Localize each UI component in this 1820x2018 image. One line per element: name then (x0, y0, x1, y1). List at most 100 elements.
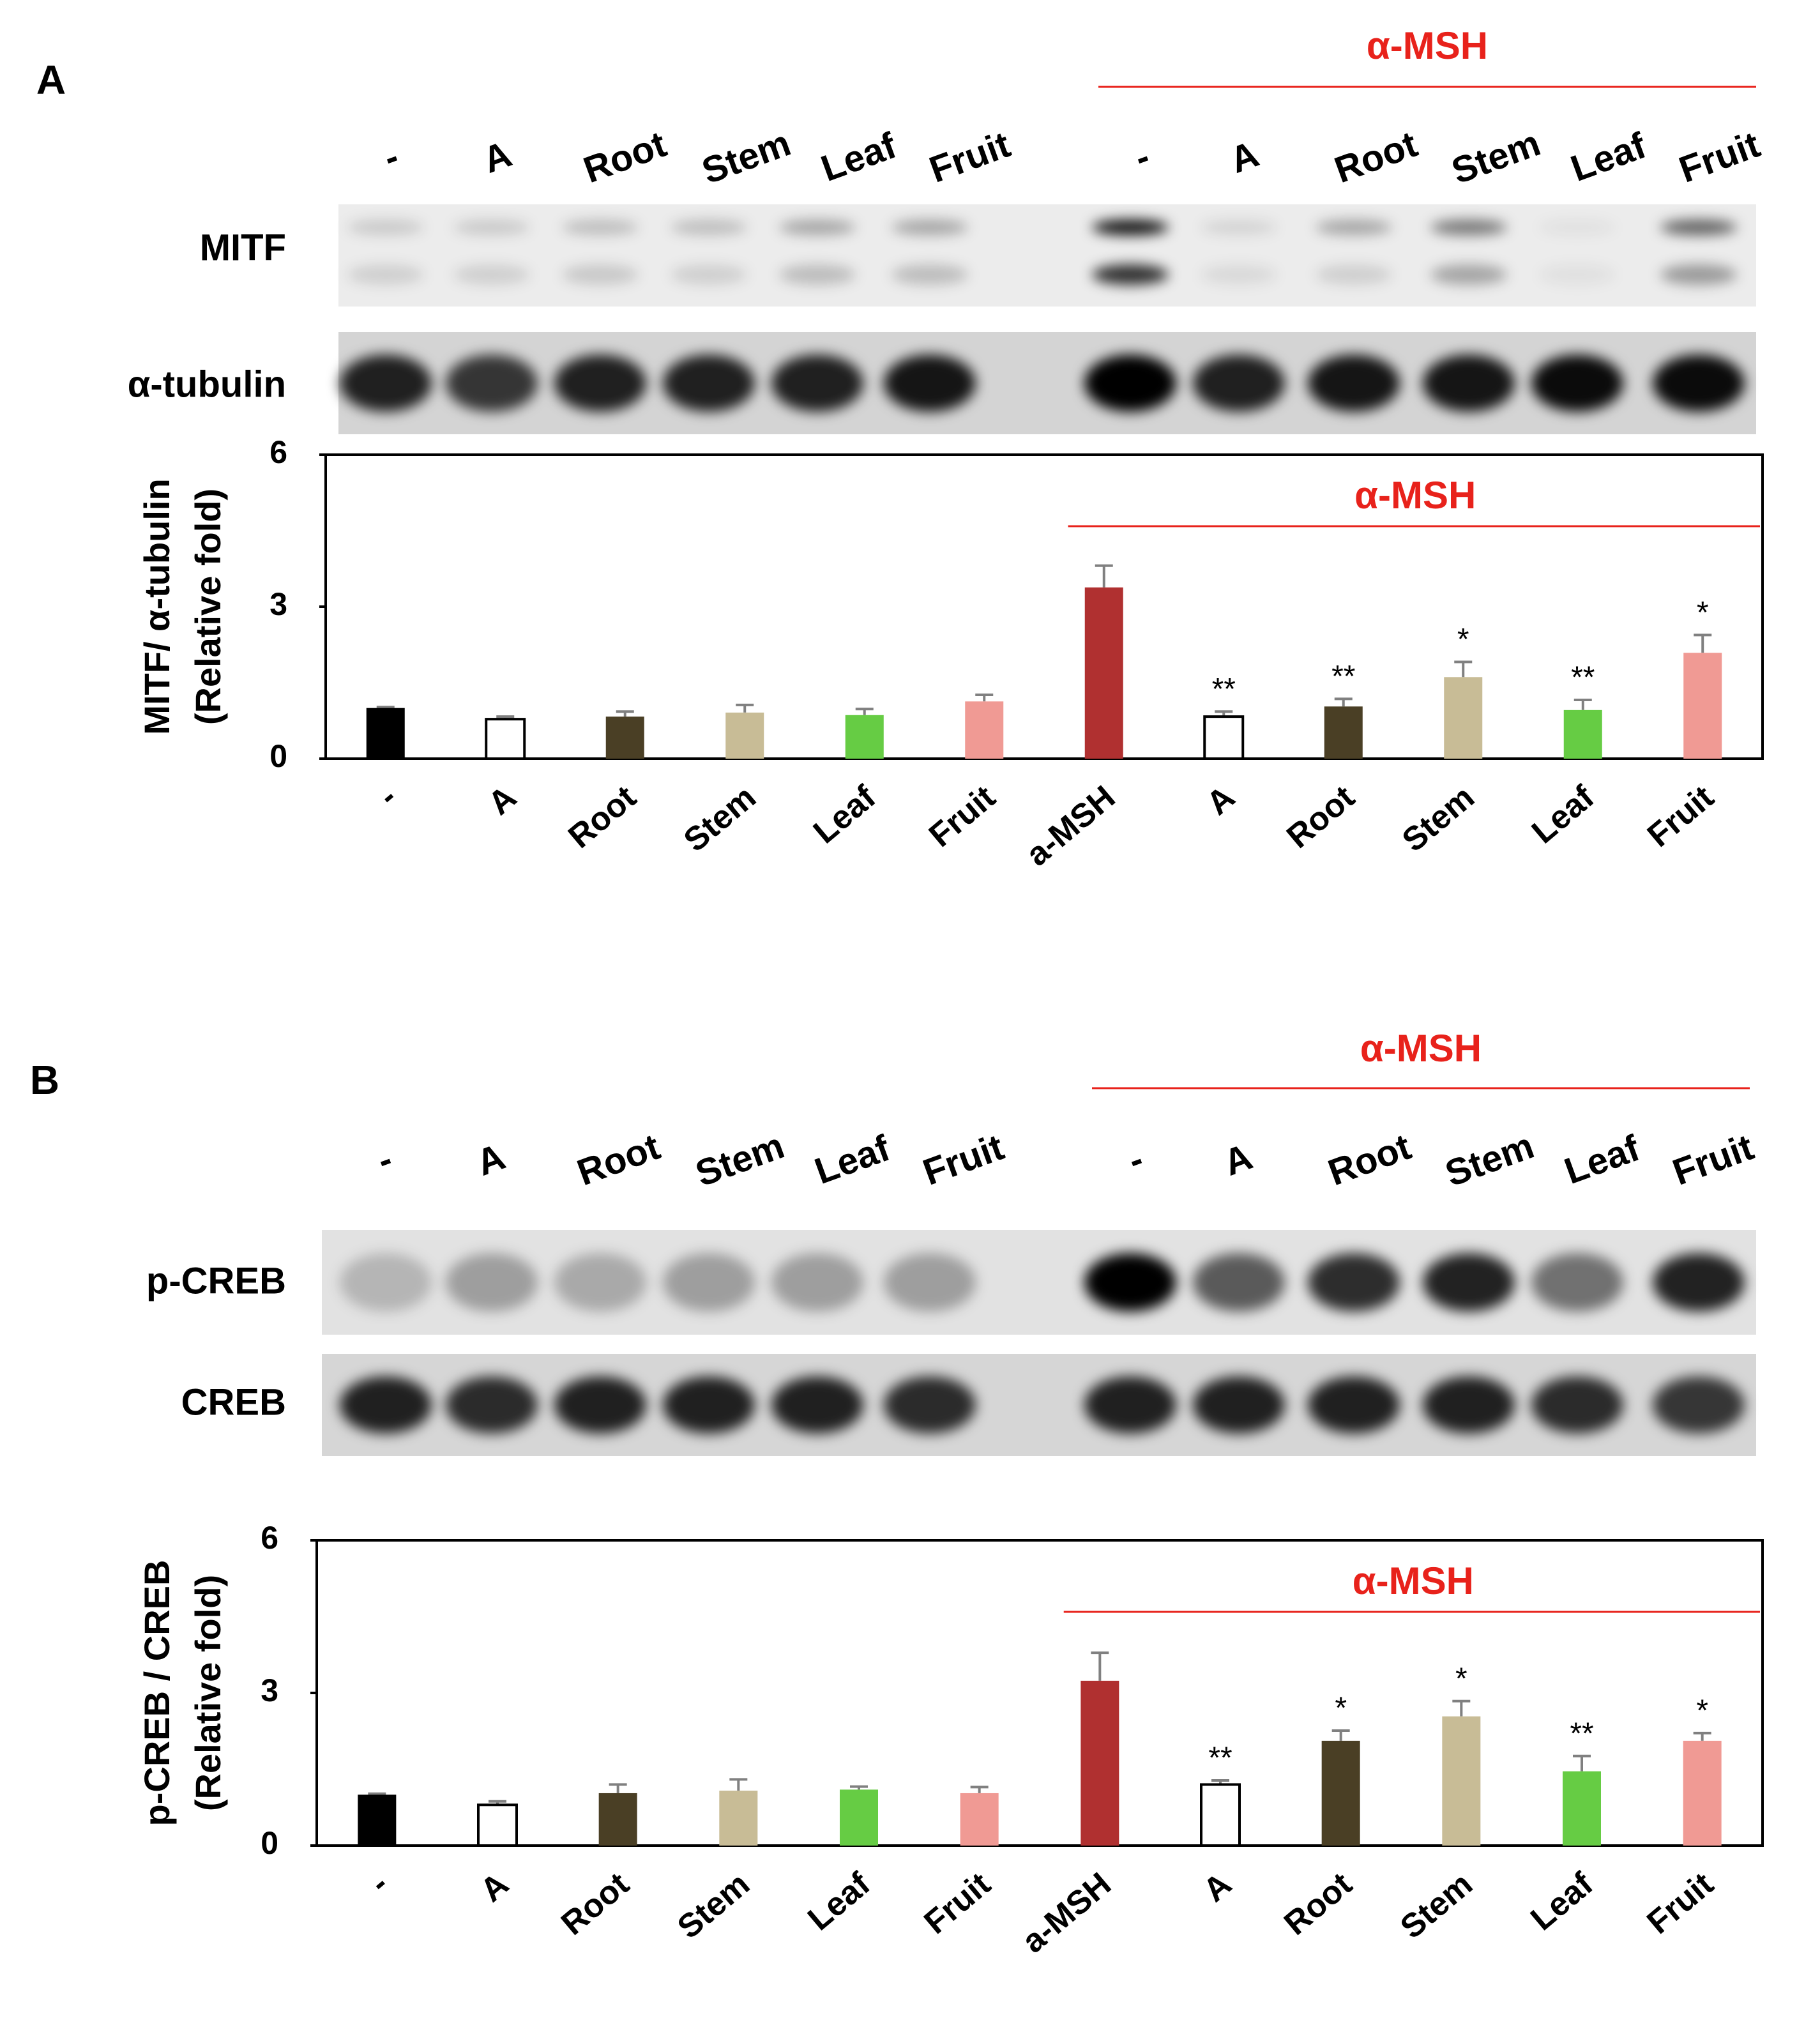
band (1084, 1253, 1176, 1312)
band (1653, 1253, 1745, 1312)
y-tick-label: 6 (269, 434, 287, 470)
band (1084, 354, 1176, 412)
band (671, 264, 747, 285)
band (1423, 1253, 1515, 1312)
y-tick-label: 3 (261, 1673, 278, 1708)
bar (960, 1793, 999, 1846)
bar (1683, 653, 1722, 759)
x-tick-label: a-MSH (1015, 1865, 1118, 1960)
blot-row-label: α-tubulin (128, 363, 286, 405)
bar (1442, 1716, 1481, 1846)
band (1316, 220, 1392, 235)
x-tick-label: Leaf (1524, 1865, 1600, 1938)
bar (845, 715, 884, 759)
band (1653, 1376, 1745, 1434)
bar (1683, 1740, 1722, 1846)
band (1531, 1376, 1623, 1434)
bar (1084, 587, 1123, 759)
significance: ** (1212, 672, 1236, 706)
group-label: α-MSH (1360, 1027, 1482, 1070)
blot-bands (340, 1376, 1745, 1434)
band (1531, 354, 1623, 412)
band (446, 1253, 538, 1312)
significance: * (1455, 1662, 1467, 1696)
y-tick-label: 6 (261, 1520, 278, 1556)
x-tick-label: Root (554, 1865, 636, 1943)
band (1539, 220, 1616, 235)
x-tick-label: Fruit (1641, 778, 1721, 854)
y-tick-label: 0 (261, 1825, 278, 1861)
x-tick-label: Stem (671, 1865, 757, 1946)
bar (719, 1790, 758, 1846)
bar (1203, 715, 1245, 760)
band (884, 1376, 976, 1434)
band (1084, 1376, 1176, 1434)
band (891, 220, 968, 235)
band (1092, 264, 1169, 285)
y-axis-label: (Relative fold) (188, 489, 228, 725)
x-tick-label: Leaf (807, 778, 883, 851)
significance: ** (1570, 1717, 1593, 1750)
lane-label: - (372, 1138, 397, 1181)
band (1660, 220, 1737, 235)
x-tick-label: Stem (677, 778, 763, 859)
bar (358, 1794, 397, 1846)
y-tick-label: 0 (269, 738, 287, 774)
blot-row-label: MITF (200, 227, 286, 268)
lane-label: Fruit (1674, 124, 1765, 191)
band (1308, 1253, 1400, 1312)
x-tick-label: - (372, 778, 404, 814)
band (891, 264, 968, 285)
lane-label: Leaf (809, 1127, 895, 1192)
panel-label: A (36, 57, 66, 103)
x-tick-label: Stem (1395, 778, 1482, 859)
lane-label: Stem (1446, 122, 1546, 192)
band (340, 354, 432, 412)
lane-label: Fruit (924, 124, 1015, 191)
group-label: α-MSH (1367, 24, 1488, 67)
blot-strip (338, 204, 1756, 307)
significance: ** (1331, 660, 1355, 694)
band (340, 1253, 432, 1312)
bar (477, 1803, 518, 1847)
significance: ** (1208, 1741, 1232, 1775)
lane-label: - (378, 135, 404, 179)
significance: * (1697, 596, 1709, 630)
group-label: α-MSH (1353, 1559, 1474, 1602)
band (562, 220, 639, 235)
band (554, 1253, 646, 1312)
band (779, 220, 856, 235)
band (453, 264, 530, 285)
x-tick-label: A (1196, 1865, 1238, 1909)
x-tick-label: Leaf (1525, 778, 1602, 851)
y-axis-label: (Relative fold) (188, 1575, 228, 1811)
band (771, 1376, 863, 1434)
band (1193, 1376, 1285, 1434)
group-label: α-MSH (1354, 474, 1476, 517)
x-tick-label: Stem (1393, 1865, 1480, 1946)
lane-label: Root (1329, 123, 1422, 191)
band (1430, 264, 1507, 285)
band (663, 354, 755, 412)
blot-bands (340, 1253, 1745, 1312)
bar (1563, 1771, 1601, 1846)
lane-label: Stem (690, 1125, 790, 1195)
lane-label: Leaf (1559, 1127, 1645, 1192)
significance: ** (1571, 661, 1595, 695)
x-tick-label: Root (1277, 1865, 1359, 1943)
band (1653, 354, 1745, 412)
band (562, 264, 639, 285)
bar (725, 712, 764, 759)
x-tick-label: Fruit (1640, 1865, 1720, 1941)
band (1201, 264, 1277, 285)
lane-label: Leaf (815, 125, 902, 190)
band (446, 1376, 538, 1434)
x-tick-label: A (473, 1865, 515, 1909)
significance: * (1696, 1694, 1708, 1728)
bar (366, 708, 405, 759)
lane-label: A (478, 133, 517, 181)
band (1201, 220, 1277, 235)
band (453, 220, 530, 235)
band (340, 1376, 432, 1434)
